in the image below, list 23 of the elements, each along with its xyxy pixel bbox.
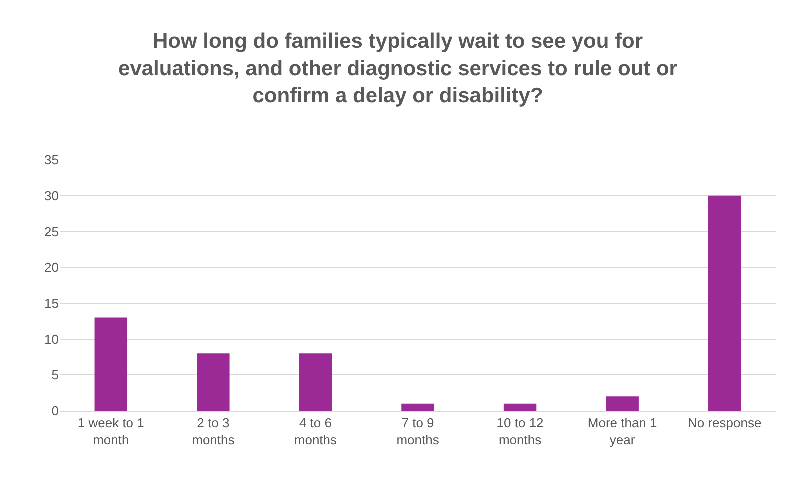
y-tick-label: 35: [44, 152, 59, 168]
x-tick-label: 7 to 9 months: [396, 416, 440, 448]
y-tick-label: 5: [52, 368, 59, 383]
x-tick-label: More than 1 year: [588, 416, 658, 448]
y-tick-label: 15: [44, 296, 59, 311]
bar: [94, 318, 128, 411]
x-tick-label: 10 to 12 months: [496, 416, 544, 448]
x-tick-label: 2 to 3 months: [192, 416, 236, 448]
y-tick-label: 25: [44, 224, 59, 240]
bar: [504, 404, 537, 411]
x-tick-label: 4 to 6 months: [294, 416, 338, 448]
bar: [299, 354, 332, 411]
bar: [402, 404, 434, 411]
y-tick-label: 0: [52, 404, 59, 419]
bar: [708, 196, 742, 411]
y-tick-label: 20: [44, 260, 59, 276]
y-tick-label: 10: [44, 332, 59, 347]
chart-title: How long do families typically wait to see you for evaluations, and other diagnostic services to rule out or confirm a delay or disability?: [118, 30, 678, 108]
bar: [606, 396, 639, 411]
bar: [197, 354, 230, 411]
y-tick-label: 30: [44, 188, 59, 204]
x-tick-label: 1 week to 1 month: [78, 416, 144, 448]
x-tick-label: No response: [688, 416, 762, 431]
